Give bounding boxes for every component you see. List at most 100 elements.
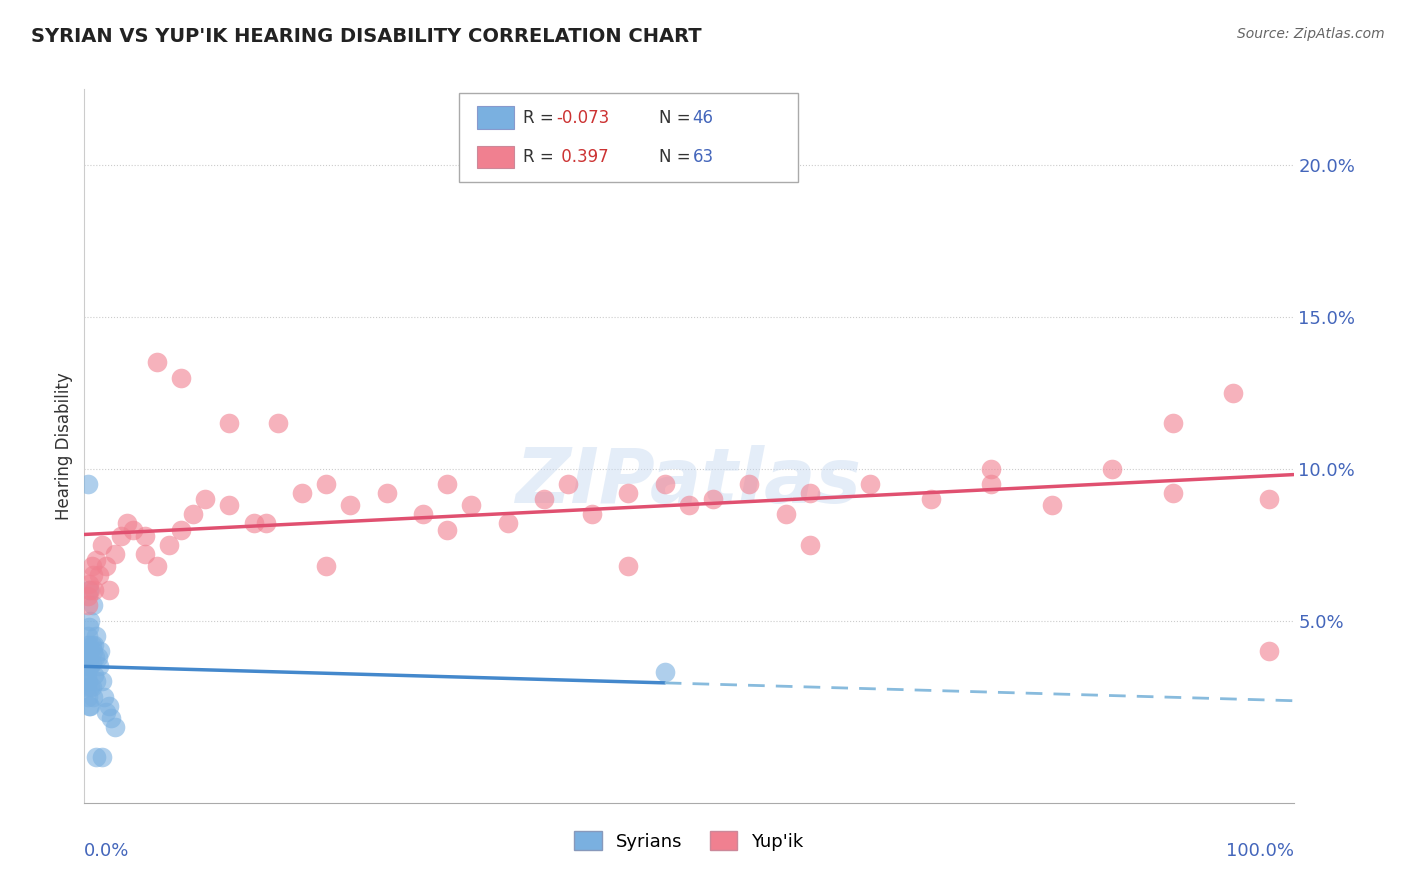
Point bbox=[79, 614, 101, 628]
Point bbox=[436, 477, 458, 491]
Point bbox=[77, 620, 100, 634]
Point bbox=[799, 538, 821, 552]
Point bbox=[100, 711, 122, 725]
Point bbox=[617, 558, 640, 573]
Point bbox=[80, 656, 103, 670]
Point bbox=[77, 674, 100, 689]
Text: 63: 63 bbox=[693, 148, 714, 166]
Point bbox=[79, 583, 101, 598]
Bar bbox=[478, 145, 513, 169]
Point bbox=[254, 516, 277, 531]
Point bbox=[533, 492, 555, 507]
Point bbox=[291, 486, 314, 500]
Point bbox=[89, 644, 111, 658]
Point bbox=[75, 674, 97, 689]
Text: 46: 46 bbox=[693, 109, 714, 127]
Point bbox=[460, 498, 482, 512]
Point bbox=[86, 629, 108, 643]
Point bbox=[87, 659, 110, 673]
Text: N =: N = bbox=[659, 148, 696, 166]
Point bbox=[77, 477, 100, 491]
Point bbox=[654, 477, 676, 491]
Point bbox=[77, 583, 100, 598]
Point bbox=[104, 720, 127, 734]
Point bbox=[1101, 462, 1123, 476]
Text: N =: N = bbox=[659, 109, 696, 127]
Point bbox=[94, 705, 117, 719]
Point bbox=[76, 638, 98, 652]
Point bbox=[980, 462, 1002, 476]
Point bbox=[91, 538, 114, 552]
Text: SYRIAN VS YUP'IK HEARING DISABILITY CORRELATION CHART: SYRIAN VS YUP'IK HEARING DISABILITY CORR… bbox=[31, 27, 702, 45]
Point bbox=[496, 516, 519, 531]
Point bbox=[581, 508, 603, 522]
Point bbox=[412, 508, 434, 522]
Point bbox=[181, 508, 204, 522]
Text: -0.073: -0.073 bbox=[555, 109, 609, 127]
Point bbox=[79, 644, 101, 658]
Point bbox=[91, 674, 114, 689]
Point bbox=[218, 498, 240, 512]
Text: 0.0%: 0.0% bbox=[84, 842, 129, 860]
Point bbox=[242, 516, 264, 531]
Point bbox=[79, 681, 101, 695]
Point bbox=[799, 486, 821, 500]
Point bbox=[77, 690, 100, 704]
FancyBboxPatch shape bbox=[460, 93, 797, 182]
Point bbox=[77, 650, 100, 665]
Point bbox=[79, 659, 101, 673]
Point bbox=[91, 750, 114, 764]
Point bbox=[83, 668, 105, 682]
Point bbox=[702, 492, 724, 507]
Point bbox=[77, 590, 100, 604]
Point bbox=[134, 547, 156, 561]
Point bbox=[170, 523, 193, 537]
Point bbox=[267, 416, 290, 430]
Text: R =: R = bbox=[523, 148, 560, 166]
Point bbox=[77, 599, 100, 613]
Point bbox=[97, 583, 120, 598]
Point bbox=[79, 698, 101, 713]
Point bbox=[980, 477, 1002, 491]
Point bbox=[1258, 492, 1281, 507]
Point bbox=[77, 577, 100, 591]
Point bbox=[80, 638, 103, 652]
Point bbox=[121, 523, 143, 537]
Point bbox=[77, 698, 100, 713]
Point bbox=[654, 665, 676, 680]
Point bbox=[86, 750, 108, 764]
Point bbox=[115, 516, 138, 531]
Point bbox=[83, 638, 105, 652]
Point bbox=[617, 486, 640, 500]
Text: ZIPatlas: ZIPatlas bbox=[516, 445, 862, 518]
Point bbox=[76, 668, 98, 682]
Point bbox=[75, 659, 97, 673]
Point bbox=[77, 629, 100, 643]
Point bbox=[97, 698, 120, 713]
Point bbox=[920, 492, 942, 507]
Text: 100.0%: 100.0% bbox=[1226, 842, 1294, 860]
Point bbox=[1040, 498, 1063, 512]
Point bbox=[77, 659, 100, 673]
Legend: Syrians, Yup'ik: Syrians, Yup'ik bbox=[567, 824, 811, 858]
Point bbox=[82, 568, 104, 582]
Point bbox=[218, 416, 240, 430]
Point bbox=[80, 681, 103, 695]
Point bbox=[1161, 486, 1184, 500]
Point bbox=[82, 644, 104, 658]
Point bbox=[134, 528, 156, 542]
Point bbox=[86, 674, 108, 689]
Text: R =: R = bbox=[523, 109, 560, 127]
Text: 0.397: 0.397 bbox=[555, 148, 609, 166]
Point bbox=[87, 568, 110, 582]
Point bbox=[86, 650, 108, 665]
Point bbox=[77, 638, 100, 652]
Point bbox=[104, 547, 127, 561]
Point bbox=[678, 498, 700, 512]
Point bbox=[315, 558, 337, 573]
Point bbox=[157, 538, 180, 552]
Point bbox=[76, 681, 98, 695]
Point bbox=[77, 644, 100, 658]
Point bbox=[1161, 416, 1184, 430]
Point bbox=[315, 477, 337, 491]
